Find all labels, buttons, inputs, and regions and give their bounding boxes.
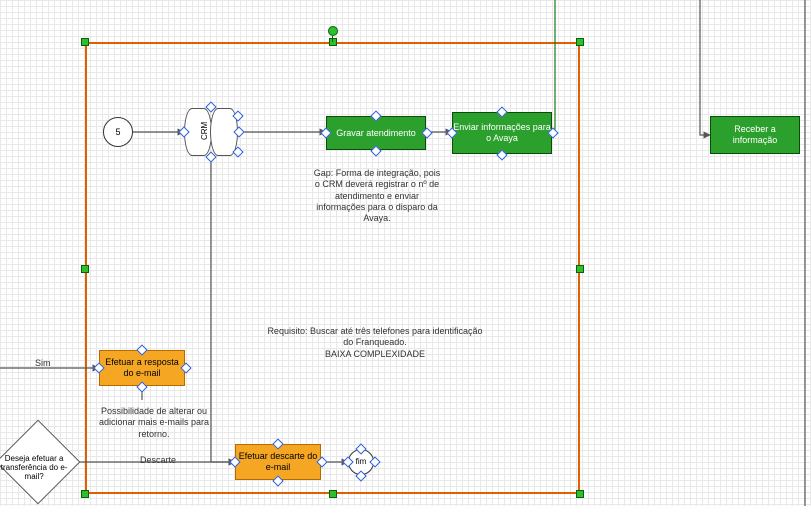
- edge-label-descarte: Descarte: [140, 455, 176, 465]
- note-gap: Gap: Forma de integração, pois o CRM dev…: [312, 168, 442, 224]
- task-label: Efetuar a resposta do e-mail: [100, 357, 184, 379]
- task-receber-informacao[interactable]: Receber a informação: [710, 116, 800, 154]
- task-label: Efetuar descarte do e-mail: [236, 451, 320, 473]
- note-requisito: Requisito: Buscar até três telefones par…: [265, 326, 485, 360]
- start-event[interactable]: 5: [103, 117, 133, 147]
- note-possibilidade: Possibilidade de alterar ou adicionar ma…: [94, 406, 214, 440]
- crm-label: CRM: [200, 122, 209, 140]
- gateway-label: Deseja efetuar a transferência do e-mail…: [0, 454, 74, 481]
- task-enviar-avaya[interactable]: Enviar informações para o Avaya: [452, 112, 552, 154]
- task-label: Receber a informação: [711, 124, 799, 146]
- task-label: Gravar atendimento: [336, 128, 416, 139]
- start-event-label: 5: [115, 127, 120, 138]
- edge-label-sim: Sim: [35, 358, 51, 368]
- task-label: Enviar informações para o Avaya: [453, 122, 551, 144]
- diagram-canvas[interactable]: 5 CRM Gravar atendimento Enviar informaç…: [0, 0, 811, 506]
- end-event-label: fim: [356, 457, 367, 467]
